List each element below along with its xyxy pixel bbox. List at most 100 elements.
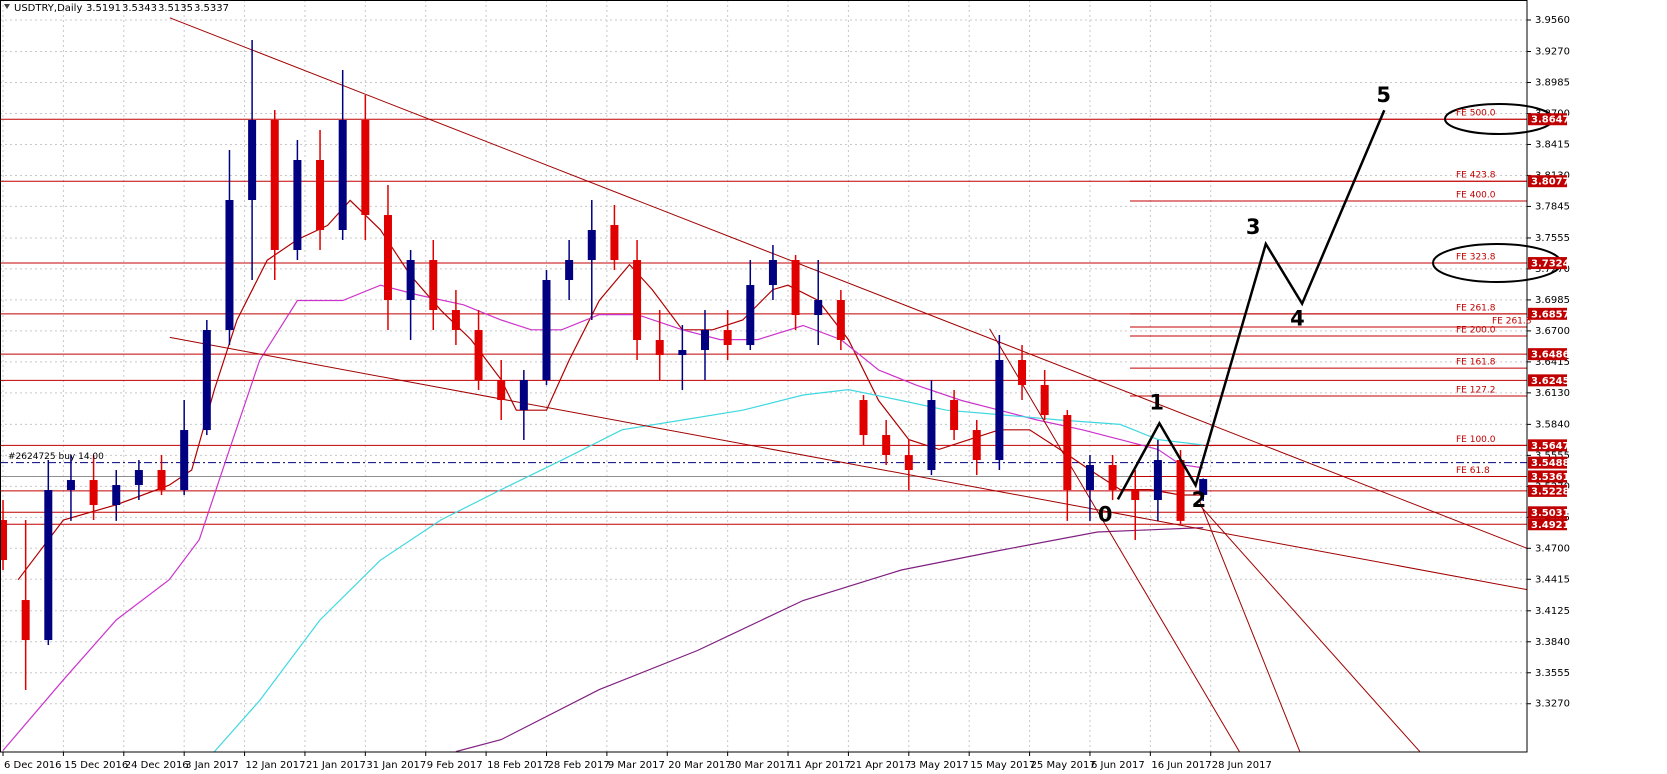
candle-body bbox=[768, 260, 777, 286]
price-box-label: 3.6857 bbox=[1531, 309, 1570, 320]
y-tick-label: 3.9560 bbox=[1535, 15, 1570, 26]
y-tick-label: 3.7270 bbox=[1535, 264, 1570, 275]
candle-body bbox=[21, 600, 30, 641]
plot-frame bbox=[0, 0, 1528, 753]
y-tick-label: 3.3270 bbox=[1535, 699, 1570, 710]
candle-body bbox=[565, 260, 574, 281]
x-tick-label: 30 Mar 2017 bbox=[729, 760, 792, 771]
x-tick-label: 25 May 2017 bbox=[1031, 760, 1096, 771]
y-tick-label: 3.7845 bbox=[1535, 201, 1570, 212]
price-box bbox=[1528, 348, 1567, 361]
x-tick-label: 3 Jan 2017 bbox=[185, 760, 239, 771]
candle-body bbox=[202, 330, 211, 431]
candle-body bbox=[180, 430, 189, 491]
candle-body bbox=[701, 330, 710, 351]
candle-body bbox=[248, 120, 257, 201]
fib-label: FE 500.0 bbox=[1456, 109, 1496, 119]
x-tick-label: 28 Feb 2017 bbox=[547, 760, 609, 771]
candle-body bbox=[587, 230, 596, 261]
price-box bbox=[1528, 307, 1567, 320]
candle-body bbox=[1153, 460, 1162, 501]
fib-label: FE 200.0 bbox=[1456, 325, 1496, 335]
moving-average bbox=[2, 284, 1204, 751]
x-tick-label: 31 Jan 2017 bbox=[366, 760, 426, 771]
x-tick-label: 6 Dec 2016 bbox=[4, 760, 62, 771]
x-tick-label: 28 Jun 2017 bbox=[1212, 760, 1272, 771]
candle-body bbox=[361, 120, 370, 216]
menu-triangle[interactable] bbox=[4, 4, 10, 9]
price-box-label: 3.5228 bbox=[1531, 486, 1570, 497]
x-tick-label: 12 Jan 2017 bbox=[246, 760, 306, 771]
x-tick-label: 9 Mar 2017 bbox=[608, 760, 665, 771]
candle-body bbox=[859, 400, 868, 436]
candle-body bbox=[1018, 360, 1027, 386]
candle-body bbox=[633, 260, 642, 341]
trend-line bbox=[989, 328, 1240, 752]
y-tick-label: 3.6415 bbox=[1535, 357, 1570, 368]
candle-body bbox=[542, 280, 551, 381]
candle-body bbox=[746, 285, 755, 346]
moving-average bbox=[455, 527, 1204, 752]
fib-label: FE 61.8 bbox=[1456, 466, 1490, 476]
price-box bbox=[1528, 470, 1567, 483]
price-box bbox=[1528, 456, 1567, 469]
wave-label: 0 bbox=[1098, 502, 1113, 526]
candle-body bbox=[950, 400, 959, 431]
candle-body bbox=[904, 455, 913, 471]
y-tick-label: 3.4700 bbox=[1535, 543, 1570, 554]
x-tick-label: 21 Jan 2017 bbox=[306, 760, 366, 771]
x-tick-label: 21 Apr 2017 bbox=[849, 760, 911, 771]
x-tick-label: 16 Jun 2017 bbox=[1151, 760, 1211, 771]
price-box-label: 3.8647 bbox=[1531, 115, 1570, 126]
x-tick-label: 3 May 2017 bbox=[910, 760, 969, 771]
candle-body bbox=[66, 480, 75, 491]
candle-body bbox=[927, 400, 936, 471]
candle-body bbox=[655, 340, 664, 356]
candle-body bbox=[610, 225, 619, 261]
fib-label: FE 261.8 bbox=[1456, 303, 1496, 313]
price-box-label: 3.8077 bbox=[1531, 177, 1570, 188]
y-tick-label: 3.4125 bbox=[1535, 606, 1570, 617]
y-tick-label: 3.7555 bbox=[1535, 233, 1570, 244]
header-close: 3.5337 bbox=[194, 3, 229, 14]
candle-body bbox=[474, 330, 483, 381]
moving-average bbox=[17, 199, 1204, 581]
candle-body bbox=[0, 520, 8, 561]
candle-body bbox=[225, 200, 234, 331]
x-tick-label: 18 Feb 2017 bbox=[487, 760, 549, 771]
price-box bbox=[1528, 257, 1567, 270]
candle-body bbox=[316, 160, 325, 231]
candle-body bbox=[338, 120, 347, 231]
candle-body bbox=[293, 160, 302, 251]
y-tick-label: 3.6130 bbox=[1535, 388, 1570, 399]
price-box bbox=[1528, 518, 1567, 531]
price-box-label: 3.4921 bbox=[1531, 520, 1570, 531]
candle-body bbox=[112, 485, 121, 506]
candle-body bbox=[134, 470, 143, 486]
candle-body bbox=[972, 430, 981, 461]
symbol: USDTRY,Daily bbox=[14, 3, 82, 14]
candle-body bbox=[1131, 490, 1140, 501]
y-tick-label: 3.8415 bbox=[1535, 139, 1570, 150]
wave-label: 1 bbox=[1149, 390, 1164, 414]
candle-body bbox=[836, 300, 845, 341]
price-box bbox=[1528, 374, 1567, 387]
y-tick-label: 3.8985 bbox=[1535, 78, 1570, 89]
candle-body bbox=[157, 470, 166, 491]
x-tick-label: 24 Dec 2016 bbox=[125, 760, 189, 771]
header-high: 3.5343 bbox=[122, 3, 157, 14]
price-box-label: 3.5031 bbox=[1531, 508, 1570, 519]
candle-body bbox=[451, 310, 460, 331]
header-low: 3.5135 bbox=[158, 3, 193, 14]
fib-label: FE 400.0 bbox=[1456, 190, 1496, 200]
price-box-label: 3.5488 bbox=[1531, 458, 1570, 469]
candle-body bbox=[678, 350, 687, 356]
x-tick-label: 9 Feb 2017 bbox=[427, 760, 483, 771]
candle-body bbox=[995, 360, 1004, 461]
candle-body bbox=[429, 260, 438, 311]
price-box bbox=[1528, 113, 1567, 126]
x-tick-label: 11 Apr 2017 bbox=[789, 760, 851, 771]
price-box bbox=[1528, 484, 1567, 497]
wave-label: 5 bbox=[1376, 83, 1391, 107]
